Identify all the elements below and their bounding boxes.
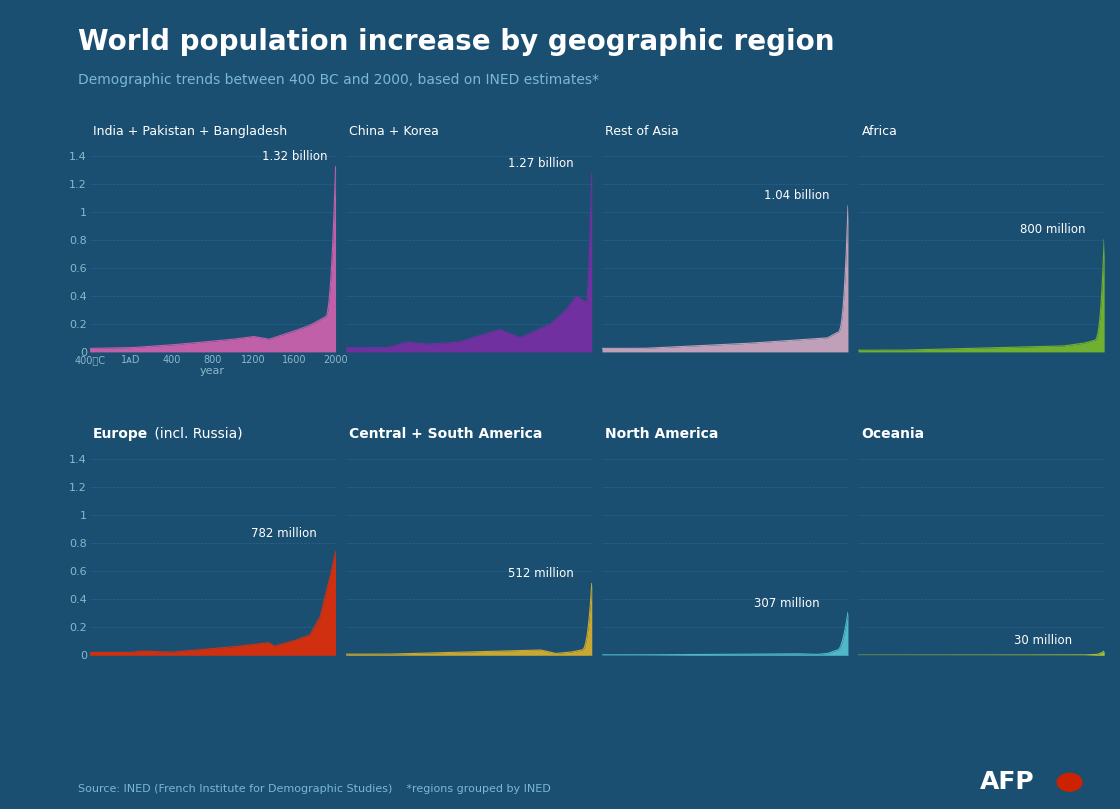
Text: 800 million: 800 million xyxy=(1020,222,1085,235)
Text: Central + South America: Central + South America xyxy=(349,427,542,441)
Text: North America: North America xyxy=(605,427,719,441)
Text: Rest of Asia: Rest of Asia xyxy=(605,125,679,138)
Text: World population increase by geographic region: World population increase by geographic … xyxy=(78,28,834,57)
Text: (incl. Russia): (incl. Russia) xyxy=(150,427,243,441)
Text: 307 million: 307 million xyxy=(754,597,819,611)
Text: Source: INED (French Institute for Demographic Studies)    *regions grouped by I: Source: INED (French Institute for Demog… xyxy=(78,785,551,794)
Text: China + Korea: China + Korea xyxy=(349,125,439,138)
Text: Africa: Africa xyxy=(861,125,897,138)
Text: 30 million: 30 million xyxy=(1014,634,1072,647)
Text: 1.27 billion: 1.27 billion xyxy=(507,157,573,170)
Text: 512 million: 512 million xyxy=(507,566,573,579)
Text: 782 million: 782 million xyxy=(251,527,317,540)
Text: 1.32 billion: 1.32 billion xyxy=(262,150,327,163)
Text: AFP: AFP xyxy=(980,770,1035,794)
Text: Oceania: Oceania xyxy=(861,427,925,441)
Text: Europe: Europe xyxy=(93,427,148,441)
X-axis label: year: year xyxy=(200,366,225,376)
Text: India + Pakistan + Bangladesh: India + Pakistan + Bangladesh xyxy=(93,125,287,138)
Text: 1.04 billion: 1.04 billion xyxy=(764,188,830,202)
Text: Demographic trends between 400 BC and 2000, based on INED estimates*: Demographic trends between 400 BC and 20… xyxy=(78,73,599,87)
